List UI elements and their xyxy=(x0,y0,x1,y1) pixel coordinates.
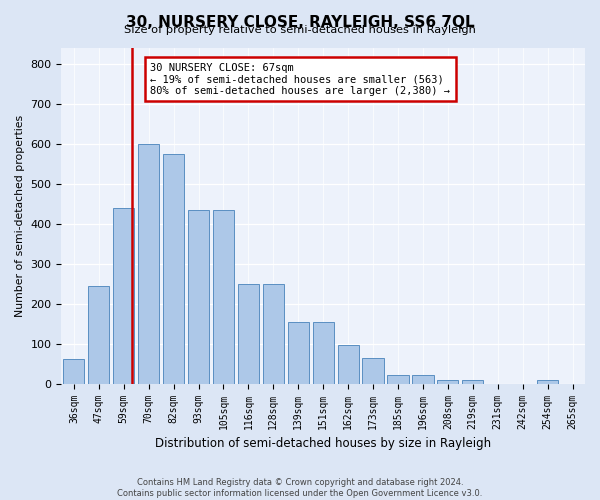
Bar xyxy=(138,144,159,384)
Bar xyxy=(338,345,359,384)
Y-axis label: Number of semi-detached properties: Number of semi-detached properties xyxy=(15,114,25,316)
Text: 30 NURSERY CLOSE: 67sqm
← 19% of semi-detached houses are smaller (563)
80% of s: 30 NURSERY CLOSE: 67sqm ← 19% of semi-de… xyxy=(151,62,451,96)
Bar xyxy=(263,284,284,384)
Bar xyxy=(462,380,484,384)
Bar xyxy=(437,380,458,384)
Bar xyxy=(412,375,434,384)
Bar xyxy=(537,380,558,384)
Bar xyxy=(88,286,109,384)
Bar xyxy=(313,322,334,384)
Bar xyxy=(238,284,259,384)
Bar xyxy=(188,210,209,384)
Text: 30, NURSERY CLOSE, RAYLEIGH, SS6 7QL: 30, NURSERY CLOSE, RAYLEIGH, SS6 7QL xyxy=(125,15,475,30)
Bar xyxy=(362,358,383,384)
Bar xyxy=(113,208,134,384)
Bar xyxy=(388,375,409,384)
Bar xyxy=(163,154,184,384)
X-axis label: Distribution of semi-detached houses by size in Rayleigh: Distribution of semi-detached houses by … xyxy=(155,437,491,450)
Bar xyxy=(287,322,309,384)
Bar xyxy=(213,210,234,384)
Text: Size of property relative to semi-detached houses in Rayleigh: Size of property relative to semi-detach… xyxy=(124,25,476,35)
Text: Contains HM Land Registry data © Crown copyright and database right 2024.
Contai: Contains HM Land Registry data © Crown c… xyxy=(118,478,482,498)
Bar xyxy=(63,359,85,384)
